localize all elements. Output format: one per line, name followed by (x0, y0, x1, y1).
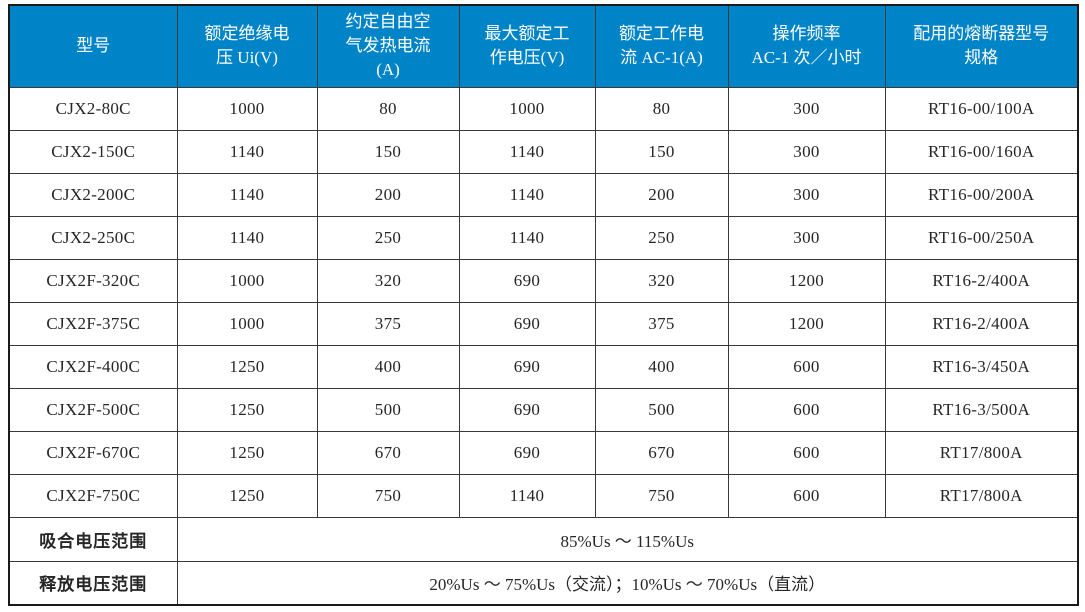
pickup-voltage-value: 85%Us ～ 115%Us (176, 516, 1079, 562)
cell-value: 1200 (727, 301, 886, 346)
cell-value: 150 (594, 129, 729, 174)
cell-value: 200 (316, 172, 460, 217)
cell-value: 500 (594, 387, 729, 432)
cell-value: 600 (727, 344, 886, 389)
table-body: CJX2-80C 1000 80 1000 80 300 RT16-00/100… (8, 86, 1079, 518)
cell-value: 670 (316, 430, 460, 475)
col-header-operating-frequency: 操作频率 AC-1 次／小时 (727, 4, 886, 88)
cell-value: 400 (316, 344, 460, 389)
cell-value: 1000 (176, 86, 318, 131)
col-header-conventional-thermal-current: 约定自由空 气发热电流 (A) (316, 4, 460, 88)
cell-value: 1000 (176, 301, 318, 346)
col-header-rated-working-current: 额定工作电 流 AC-1(A) (594, 4, 729, 88)
cell-fuse: RT16-00/250A (884, 215, 1079, 260)
col-header-max-rated-working-voltage: 最大额定工 作电压(V) (458, 4, 596, 88)
cell-value: 670 (594, 430, 729, 475)
cell-fuse: RT16-2/400A (884, 301, 1079, 346)
cell-value: 1000 (176, 258, 318, 303)
cell-fuse: RT17/800A (884, 430, 1079, 475)
header-row: 型号 额定绝缘电 压 Ui(V) 约定自由空 气发热电流 (A) 最大额定工 作… (8, 4, 1079, 88)
cell-value: 1250 (176, 473, 318, 518)
cell-model: CJX2-200C (8, 172, 178, 217)
cell-model: CJX2F-375C (8, 301, 178, 346)
cell-fuse: RT16-00/160A (884, 129, 1079, 174)
cell-model: CJX2-250C (8, 215, 178, 260)
cell-value: 375 (594, 301, 729, 346)
table-row: CJX2-250C 1140 250 1140 250 300 RT16-00/… (8, 215, 1079, 260)
cell-model: CJX2F-400C (8, 344, 178, 389)
cell-value: 1200 (727, 258, 886, 303)
cell-fuse: RT16-00/200A (884, 172, 1079, 217)
table-row: CJX2F-750C 1250 750 1140 750 600 RT17/80… (8, 473, 1079, 518)
cell-value: 690 (458, 430, 596, 475)
cell-fuse: RT16-2/400A (884, 258, 1079, 303)
cell-value: 1140 (176, 172, 318, 217)
cell-value: 1250 (176, 430, 318, 475)
cell-value: 1140 (458, 129, 596, 174)
cell-value: 150 (316, 129, 460, 174)
cell-value: 690 (458, 258, 596, 303)
col-header-fuse-spec: 配用的熔断器型号 规格 (884, 4, 1079, 88)
cell-fuse: RT16-3/450A (884, 344, 1079, 389)
cell-value: 1140 (458, 215, 596, 260)
cell-value: 80 (316, 86, 460, 131)
cell-value: 1140 (176, 215, 318, 260)
cell-value: 300 (727, 215, 886, 260)
cell-value: 750 (316, 473, 460, 518)
cell-fuse: RT16-3/500A (884, 387, 1079, 432)
cell-value: 375 (316, 301, 460, 346)
cell-fuse: RT17/800A (884, 473, 1079, 518)
cell-value: 600 (727, 387, 886, 432)
cell-model: CJX2F-320C (8, 258, 178, 303)
cell-value: 1000 (458, 86, 596, 131)
cell-value: 200 (594, 172, 729, 217)
cell-value: 690 (458, 344, 596, 389)
cell-value: 1140 (458, 172, 596, 217)
cell-value: 690 (458, 387, 596, 432)
table-row: CJX2F-500C 1250 500 690 500 600 RT16-3/5… (8, 387, 1079, 432)
cell-value: 250 (594, 215, 729, 260)
cell-value: 690 (458, 301, 596, 346)
cell-value: 300 (727, 172, 886, 217)
table-footer: 吸合电压范围 85%Us ～ 115%Us 释放电压范围 20%Us ～ 75%… (8, 516, 1079, 606)
cell-value: 320 (594, 258, 729, 303)
table-row: CJX2-200C 1140 200 1140 200 300 RT16-00/… (8, 172, 1079, 217)
table-row: CJX2-150C 1140 150 1140 150 300 RT16-00/… (8, 129, 1079, 174)
release-voltage-label: 释放电压范围 (8, 560, 178, 606)
table-row: CJX2F-320C 1000 320 690 320 1200 RT16-2/… (8, 258, 1079, 303)
footer-row-release-voltage: 释放电压范围 20%Us ～ 75%Us（交流）；10%Us ～ 70%Us（直… (8, 560, 1079, 606)
cell-model: CJX2F-750C (8, 473, 178, 518)
cell-value: 600 (727, 430, 886, 475)
cell-value: 300 (727, 86, 886, 131)
cell-model: CJX2F-670C (8, 430, 178, 475)
cell-value: 400 (594, 344, 729, 389)
cell-value: 500 (316, 387, 460, 432)
cell-value: 300 (727, 129, 886, 174)
cell-value: 1140 (458, 473, 596, 518)
table-row: CJX2-80C 1000 80 1000 80 300 RT16-00/100… (8, 86, 1079, 131)
cell-value: 320 (316, 258, 460, 303)
release-voltage-value: 20%Us ～ 75%Us（交流）；10%Us ～ 70%Us（直流） (176, 560, 1079, 606)
cell-value: 250 (316, 215, 460, 260)
pickup-voltage-label: 吸合电压范围 (8, 516, 178, 562)
cell-value: 80 (594, 86, 729, 131)
cell-value: 750 (594, 473, 729, 518)
cell-value: 1250 (176, 387, 318, 432)
cell-value: 600 (727, 473, 886, 518)
table-row: CJX2F-670C 1250 670 690 670 600 RT17/800… (8, 430, 1079, 475)
col-header-model: 型号 (8, 4, 178, 88)
cell-value: 1250 (176, 344, 318, 389)
table-row: CJX2F-400C 1250 400 690 400 600 RT16-3/4… (8, 344, 1079, 389)
footer-row-pickup-voltage: 吸合电压范围 85%Us ～ 115%Us (8, 516, 1079, 562)
cell-value: 1140 (176, 129, 318, 174)
cell-model: CJX2-150C (8, 129, 178, 174)
table-header: 型号 额定绝缘电 压 Ui(V) 约定自由空 气发热电流 (A) 最大额定工 作… (8, 4, 1079, 88)
table-row: CJX2F-375C 1000 375 690 375 1200 RT16-2/… (8, 301, 1079, 346)
cell-model: CJX2-80C (8, 86, 178, 131)
cell-fuse: RT16-00/100A (884, 86, 1079, 131)
contactor-spec-table: 型号 额定绝缘电 压 Ui(V) 约定自由空 气发热电流 (A) 最大额定工 作… (8, 4, 1079, 606)
cell-model: CJX2F-500C (8, 387, 178, 432)
col-header-rated-insulation-voltage: 额定绝缘电 压 Ui(V) (176, 4, 318, 88)
